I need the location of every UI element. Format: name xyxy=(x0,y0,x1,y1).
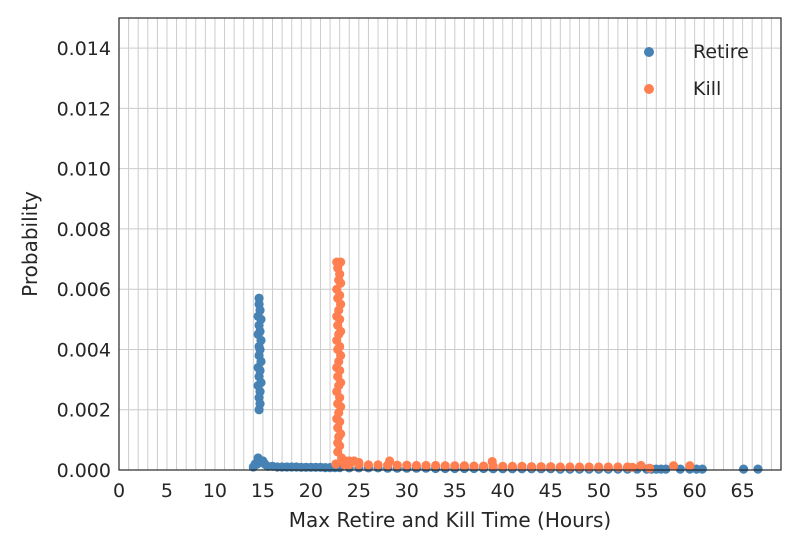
legend-marker-retire xyxy=(644,47,654,57)
y-tick-label: 0.006 xyxy=(57,279,111,301)
x-tick-label: 60 xyxy=(683,480,707,502)
data-point-kill xyxy=(594,462,604,472)
x-axis-title: Max Retire and Kill Time (Hours) xyxy=(289,508,611,532)
data-point-kill xyxy=(488,461,498,471)
data-point-kill xyxy=(685,461,695,471)
data-point-kill xyxy=(392,460,402,470)
data-point-retire xyxy=(254,405,264,415)
legend-marker-kill xyxy=(644,84,654,94)
x-tick-label: 20 xyxy=(299,480,323,502)
data-point-kill xyxy=(565,462,575,472)
x-tick-label: 35 xyxy=(443,480,467,502)
x-tick-label: 5 xyxy=(161,480,173,502)
data-point-kill xyxy=(383,460,393,470)
data-point-kill xyxy=(517,461,527,471)
data-point-kill xyxy=(431,460,441,471)
x-tick-label: 50 xyxy=(587,480,611,502)
data-point-kill xyxy=(603,462,613,472)
y-tick-label: 0.012 xyxy=(57,98,111,120)
data-point-kill xyxy=(440,461,450,471)
x-tick-label: 30 xyxy=(395,480,419,502)
y-tick-label: 0.000 xyxy=(57,460,111,482)
legend-label-retire: Retire xyxy=(693,41,749,63)
x-tick-label: 10 xyxy=(203,480,227,502)
data-point-kill xyxy=(459,461,469,471)
y-tick-label: 0.002 xyxy=(57,400,111,422)
data-point-retire xyxy=(753,464,763,474)
data-point-kill xyxy=(478,461,489,471)
data-point-kill xyxy=(469,461,479,471)
data-point-kill xyxy=(526,462,537,472)
x-tick-label: 45 xyxy=(539,480,563,502)
data-point-kill xyxy=(354,459,364,470)
data-point-kill xyxy=(507,461,517,471)
data-point-kill xyxy=(644,463,655,473)
plot-frame xyxy=(118,17,782,471)
x-tick-labels: 0 5 10 15 20 25 30 35 40 45 50 55 60 65 xyxy=(113,480,755,502)
y-tick-label: 0.014 xyxy=(57,38,111,60)
x-tick-label: 65 xyxy=(731,480,755,502)
data-point-kill xyxy=(546,462,556,472)
data-point-kill xyxy=(498,461,508,471)
x-tick-label: 25 xyxy=(347,480,371,502)
x-tick-label: 0 xyxy=(113,480,125,502)
data-point-kill xyxy=(450,461,460,471)
x-tick-label: 40 xyxy=(491,480,515,502)
data-point-kill xyxy=(421,460,431,471)
grid xyxy=(118,18,782,471)
data-point-kill xyxy=(636,460,646,471)
series-kill xyxy=(331,257,695,473)
data-point-kill xyxy=(344,459,354,470)
data-point-kill xyxy=(555,462,565,472)
data-point-kill xyxy=(574,462,585,472)
data-point-retire xyxy=(661,464,671,474)
data-point-kill xyxy=(668,461,679,471)
data-point-kill xyxy=(536,462,546,472)
data-point-retire xyxy=(250,459,260,469)
data-point-kill xyxy=(373,460,383,470)
y-tick-labels: 0.000 0.002 0.004 0.006 0.008 0.010 0.012 0.014 xyxy=(57,38,111,482)
x-tick-label: 15 xyxy=(251,480,275,502)
series-retire xyxy=(248,293,763,474)
y-tick-label: 0.004 xyxy=(57,339,111,361)
data-point-retire xyxy=(697,464,707,474)
y-axis-title: Probability xyxy=(18,191,42,297)
y-tick-label: 0.010 xyxy=(57,159,111,181)
data-point-kill xyxy=(402,460,412,470)
x-tick-label: 55 xyxy=(635,480,659,502)
data-point-retire xyxy=(738,464,749,474)
data-points xyxy=(248,257,763,474)
data-point-kill xyxy=(584,462,594,472)
data-point-kill xyxy=(363,460,374,470)
legend-label-kill: Kill xyxy=(693,78,721,100)
y-tick-label: 0.008 xyxy=(57,219,111,241)
data-point-kill xyxy=(613,462,623,472)
data-point-kill xyxy=(411,460,422,471)
legend: Retire Kill xyxy=(644,41,749,100)
data-point-kill xyxy=(331,459,341,469)
